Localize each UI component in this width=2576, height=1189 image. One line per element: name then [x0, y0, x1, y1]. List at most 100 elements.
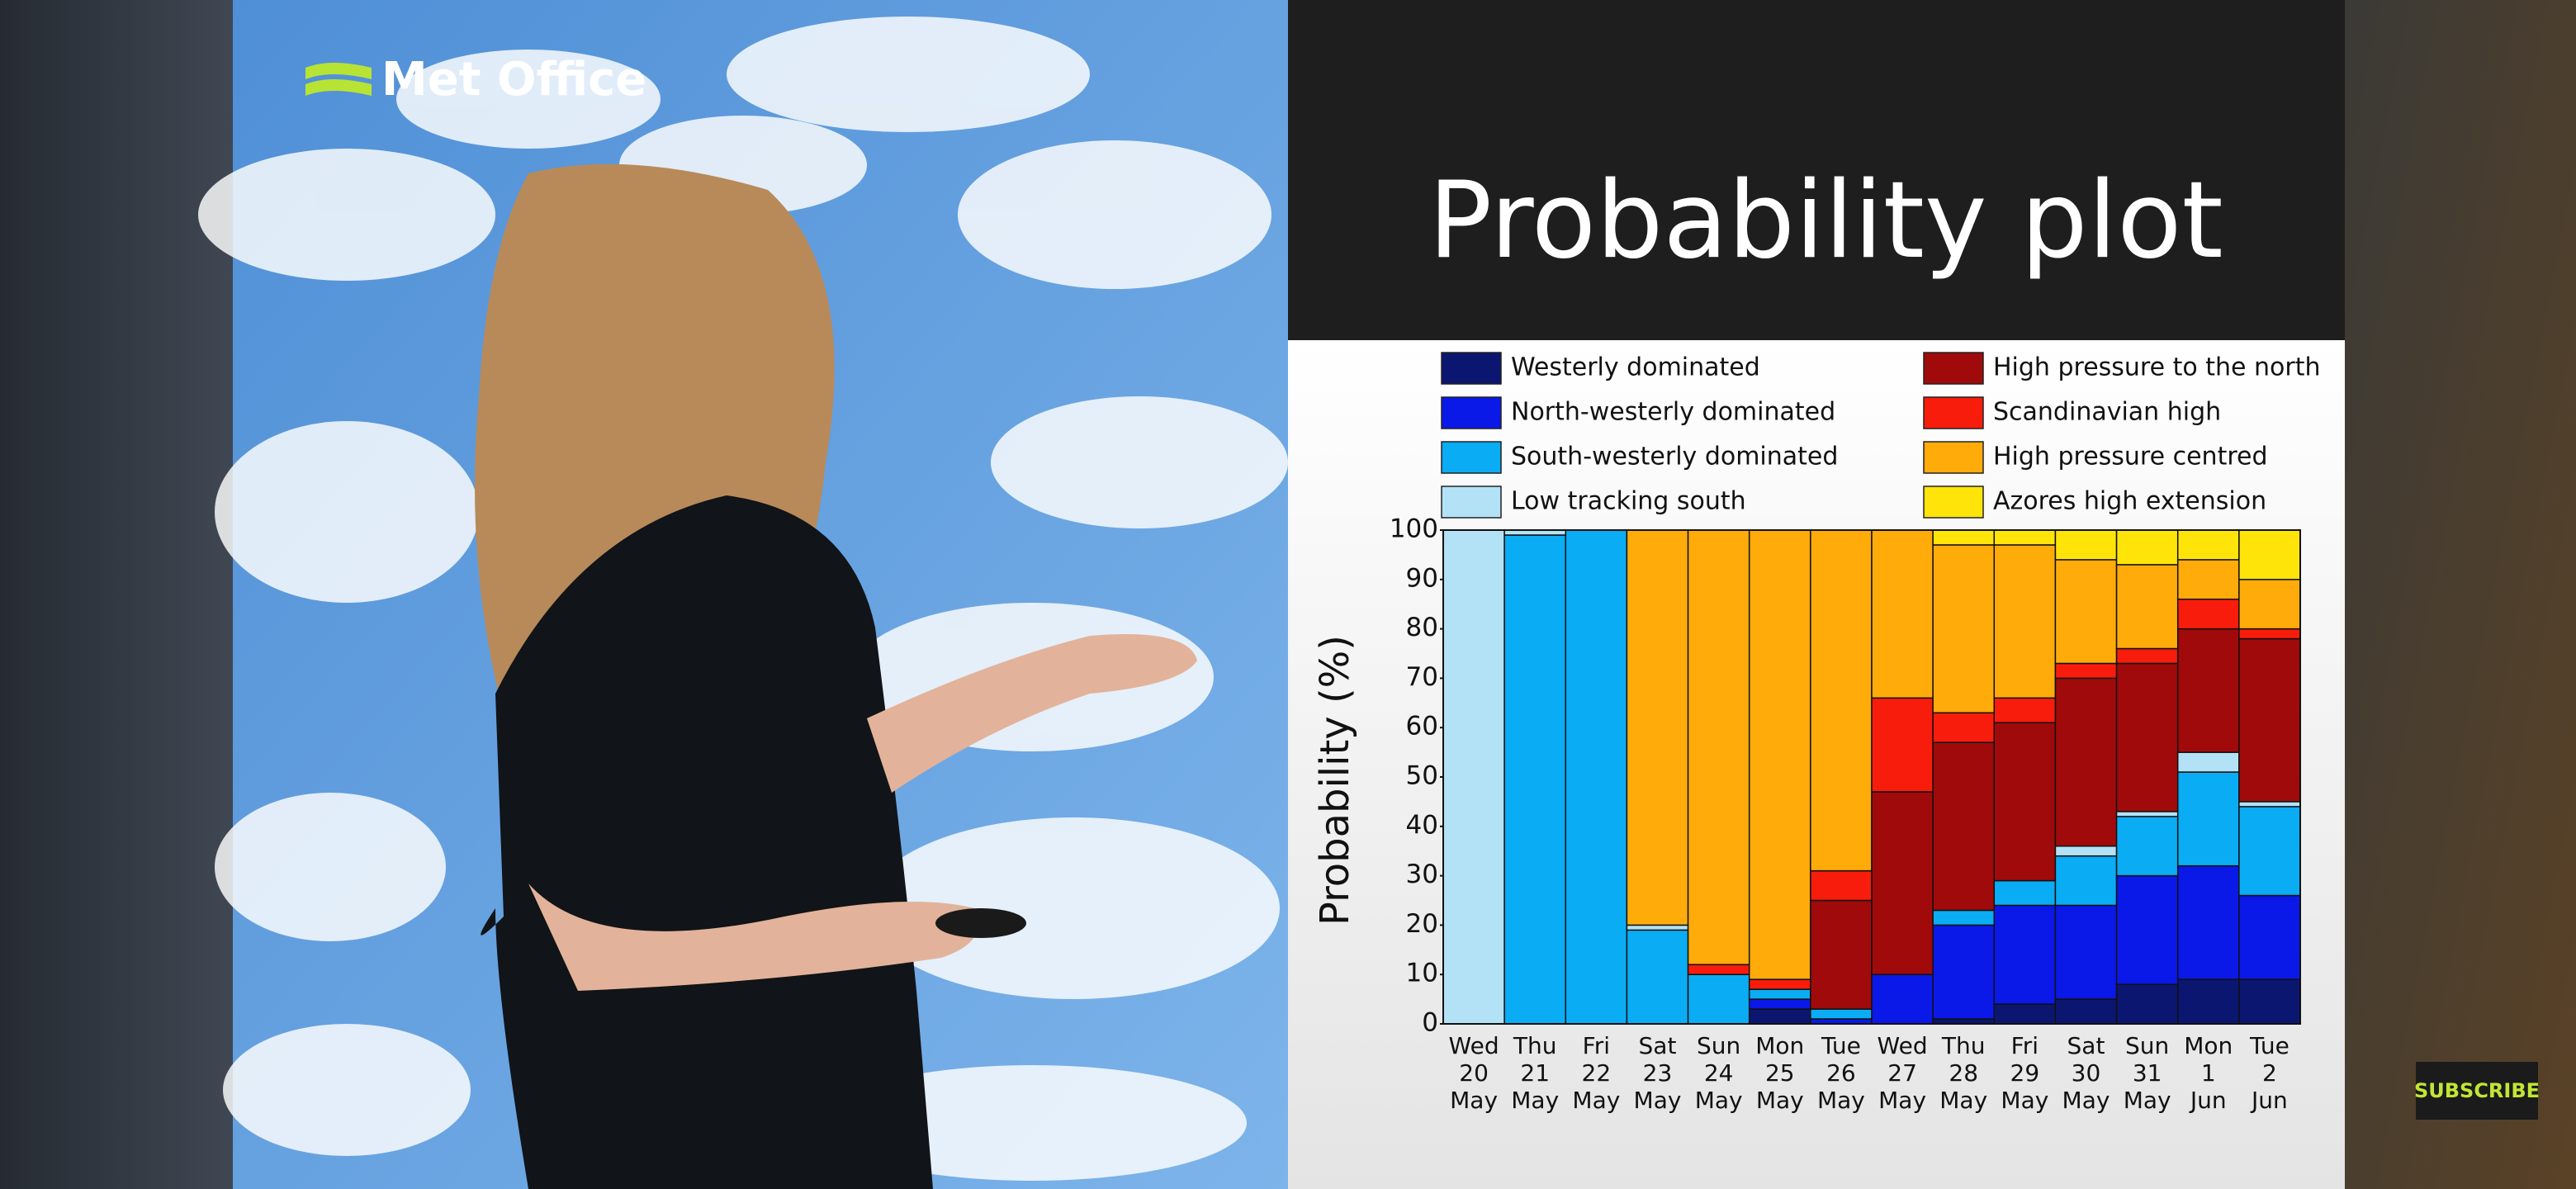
x-tick-label: Jun	[2250, 1087, 2288, 1114]
bar-segment	[1810, 1008, 1873, 1020]
x-tick-label: Sun	[2125, 1032, 2169, 1059]
bar-segment	[1626, 924, 1689, 931]
bar-segment	[2176, 598, 2240, 630]
bar-segment	[1993, 904, 2057, 1005]
bar-segment	[1442, 529, 1505, 1025]
bar-segment	[2238, 529, 2301, 580]
bar-segment	[1993, 879, 2057, 907]
bar-segment	[1993, 544, 2057, 699]
x-tick-label: May	[2001, 1087, 2048, 1114]
bar-segment	[1932, 924, 1996, 1020]
bar-segment	[2054, 677, 2118, 847]
x-tick-label: May	[2124, 1087, 2171, 1114]
bar-segment	[1748, 1008, 1811, 1025]
bar-segment	[2054, 559, 2118, 665]
bar-segment	[1687, 973, 1750, 1025]
x-tick-label: Thu	[1941, 1032, 1986, 1059]
logo: Met Office	[305, 53, 646, 107]
x-tick-label: Fri	[2011, 1032, 2039, 1059]
bar-segment	[2054, 904, 2118, 1000]
bar-segment	[1993, 529, 2057, 546]
bar-segment	[1626, 929, 1689, 1025]
bar-segment	[1503, 534, 1567, 1025]
bar-segment	[1932, 909, 1996, 926]
legend-label: Scandinavian high	[1993, 398, 2221, 427]
bar-segment	[2176, 865, 2240, 980]
x-tick-label: 30	[2072, 1059, 2101, 1087]
bar-segment	[2054, 845, 2118, 857]
legend-swatch	[1923, 352, 1984, 385]
x-tick-label: 2	[2262, 1059, 2277, 1087]
bar-segment	[1993, 722, 2057, 882]
legend-swatch	[1923, 486, 1984, 519]
y-axis-label: Probability (%)	[1312, 635, 1358, 926]
bar-segment	[2238, 628, 2301, 640]
x-tick-label: Sat	[2067, 1032, 2105, 1059]
bar-segment	[1748, 998, 1811, 1010]
bar-segment	[2115, 811, 2179, 817]
x-tick-label: Tue	[1821, 1032, 1861, 1059]
bar-segment	[2115, 564, 2179, 650]
x-tick-label: 25	[1765, 1059, 1795, 1087]
bar-segment	[2176, 978, 2240, 1025]
bar-segment	[1871, 529, 1934, 699]
legend-swatch	[1923, 441, 1984, 474]
x-tick-label: May	[1634, 1087, 1682, 1114]
y-tick-label: 40	[1406, 810, 1438, 840]
bar-segment	[1993, 697, 2057, 723]
bar-segment	[1810, 869, 1873, 902]
bar-segment	[1871, 973, 1934, 1025]
brand-name: Met Office	[381, 53, 646, 107]
x-tick-label: 24	[1704, 1059, 1734, 1087]
bar-segment	[2115, 983, 2179, 1025]
x-tick-label: 23	[1643, 1059, 1673, 1087]
legend-swatch	[1441, 396, 1502, 429]
legend-swatch	[1441, 352, 1502, 385]
y-tick-label: 30	[1406, 860, 1438, 889]
presenter	[475, 163, 1197, 1189]
bar-segment	[2054, 855, 2118, 907]
x-tick-label: May	[1756, 1087, 1804, 1114]
right-backdrop	[2345, 0, 2576, 1189]
bar-segment	[1993, 1003, 2057, 1025]
bar-segment	[2115, 662, 2179, 812]
plot-frame	[1442, 529, 2301, 1025]
bar-segment	[1932, 544, 1996, 714]
bar-segment	[1871, 697, 1934, 793]
bar-segment	[2054, 998, 2118, 1025]
bar-segment	[2115, 529, 2179, 566]
bar-segment	[2238, 801, 2301, 808]
x-tick-label: May	[1817, 1087, 1865, 1114]
x-tick-label: 26	[1826, 1059, 1856, 1087]
x-tick-label: 20	[1459, 1059, 1489, 1087]
bar-segment	[2238, 894, 2301, 980]
x-tick-label: Wed	[1878, 1032, 1928, 1059]
bar-segment	[1565, 529, 1628, 1025]
legend-label: Westerly dominated	[1511, 353, 1760, 382]
plot: Westerly dominated North-westerly dominat…	[1390, 352, 2321, 1114]
x-tick-label: Jun	[2189, 1087, 2227, 1114]
bar-segment	[1932, 712, 1996, 743]
bar-segment	[2054, 529, 2118, 561]
y-tick-label: 100	[1390, 514, 1438, 544]
bar-segment	[1871, 791, 1934, 975]
x-tick-label: Mon	[2184, 1032, 2233, 1059]
y-tick-label: 50	[1406, 761, 1438, 791]
bar-segment	[2238, 637, 2301, 803]
bar-segment	[1748, 978, 1811, 990]
x-tick-label: May	[1572, 1087, 1620, 1114]
legend-label: High pressure to the north	[1993, 353, 2321, 382]
bar-segment	[1687, 964, 1750, 975]
bar-segment	[2115, 647, 2179, 665]
bar-segment	[2176, 559, 2240, 600]
left-backdrop	[0, 0, 233, 1189]
y-tick-label: 60	[1406, 712, 1438, 741]
x-tick-label: May	[1450, 1087, 1498, 1114]
x-tick-label: 27	[1887, 1059, 1917, 1087]
bar-segment	[1748, 529, 1811, 980]
y-tick-label: 20	[1406, 909, 1438, 939]
bar-segment	[1810, 529, 1873, 872]
subscribe-label[interactable]: SUBSCRIBE	[2414, 1079, 2540, 1102]
subscribe-button[interactable]: SUBSCRIBE	[2414, 1062, 2540, 1120]
